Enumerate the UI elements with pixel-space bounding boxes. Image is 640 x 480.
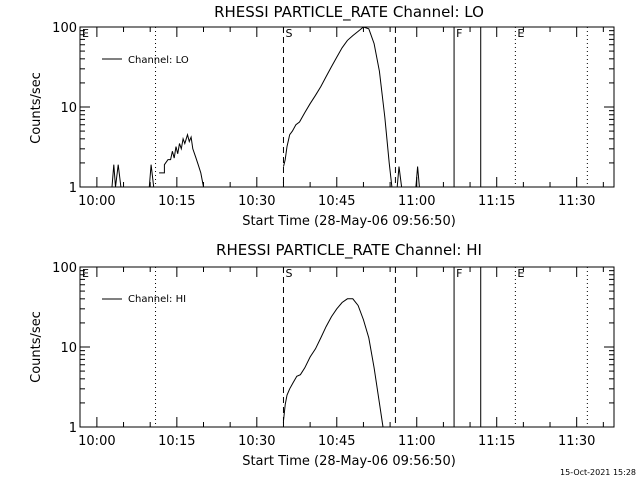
y-tick-label: 10 xyxy=(60,341,77,356)
x-axis-label: Start Time (28-May-06 09:56:50) xyxy=(242,454,456,469)
x-tick-label: 11:15 xyxy=(478,434,515,449)
x-tick-label: 10:45 xyxy=(318,434,355,449)
chart-title: RHESSI PARTICLE_RATE Channel: LO xyxy=(214,3,484,22)
plot-frame xyxy=(79,266,615,428)
series-line xyxy=(148,164,155,188)
event-marker-label: E xyxy=(517,27,524,40)
x-tick-label: 11:00 xyxy=(398,194,435,209)
event-marker-label: S xyxy=(285,267,292,280)
y-axis-label: Counts/sec xyxy=(29,72,44,144)
series-line xyxy=(283,298,384,428)
series-line xyxy=(159,132,204,188)
series-line xyxy=(396,166,403,188)
event-marker-label: E xyxy=(82,27,89,40)
y-tick-label: 10 xyxy=(60,101,77,116)
y-tick-label: 100 xyxy=(52,21,77,36)
x-tick-label: 10:15 xyxy=(158,434,195,449)
series-line xyxy=(283,26,393,188)
y-tick-label: 1 xyxy=(69,421,77,436)
x-tick-label: 11:30 xyxy=(558,194,595,209)
legend-label: Channel: HI xyxy=(128,294,186,305)
event-marker-label: F xyxy=(456,27,462,40)
event-marker-label: E xyxy=(82,267,89,280)
chart-panel-lo: RHESSI PARTICLE_RATE Channel: LO Start T… xyxy=(29,3,615,229)
plot-frame xyxy=(79,26,615,188)
x-tick-label: 10:00 xyxy=(78,194,115,209)
legend-label: Channel: LO xyxy=(128,55,189,66)
series-line xyxy=(111,164,122,188)
x-tick-label: 10:15 xyxy=(158,194,195,209)
x-tick-label: 10:30 xyxy=(238,434,275,449)
x-tick-label: 10:30 xyxy=(238,194,275,209)
chart-title: RHESSI PARTICLE_RATE Channel: HI xyxy=(216,241,482,260)
x-axis-label: Start Time (28-May-06 09:56:50) xyxy=(242,214,456,229)
timestamp: 15-Oct-2021 15:28 xyxy=(560,468,636,477)
event-marker-label: E xyxy=(517,267,524,280)
x-tick-label: 10:45 xyxy=(318,194,355,209)
chart-panel-hi: RHESSI PARTICLE_RATE Channel: HI Start T… xyxy=(29,241,615,469)
y-axis-label: Counts/sec xyxy=(29,311,44,383)
x-tick-label: 10:00 xyxy=(78,434,115,449)
event-marker-label: F xyxy=(456,267,462,280)
x-tick-label: 11:30 xyxy=(558,434,595,449)
y-tick-label: 100 xyxy=(52,261,77,276)
y-tick-label: 1 xyxy=(69,181,77,196)
event-marker-label: S xyxy=(285,27,292,40)
x-tick-label: 11:15 xyxy=(478,194,515,209)
series-line xyxy=(415,166,420,188)
x-tick-label: 11:00 xyxy=(398,434,435,449)
